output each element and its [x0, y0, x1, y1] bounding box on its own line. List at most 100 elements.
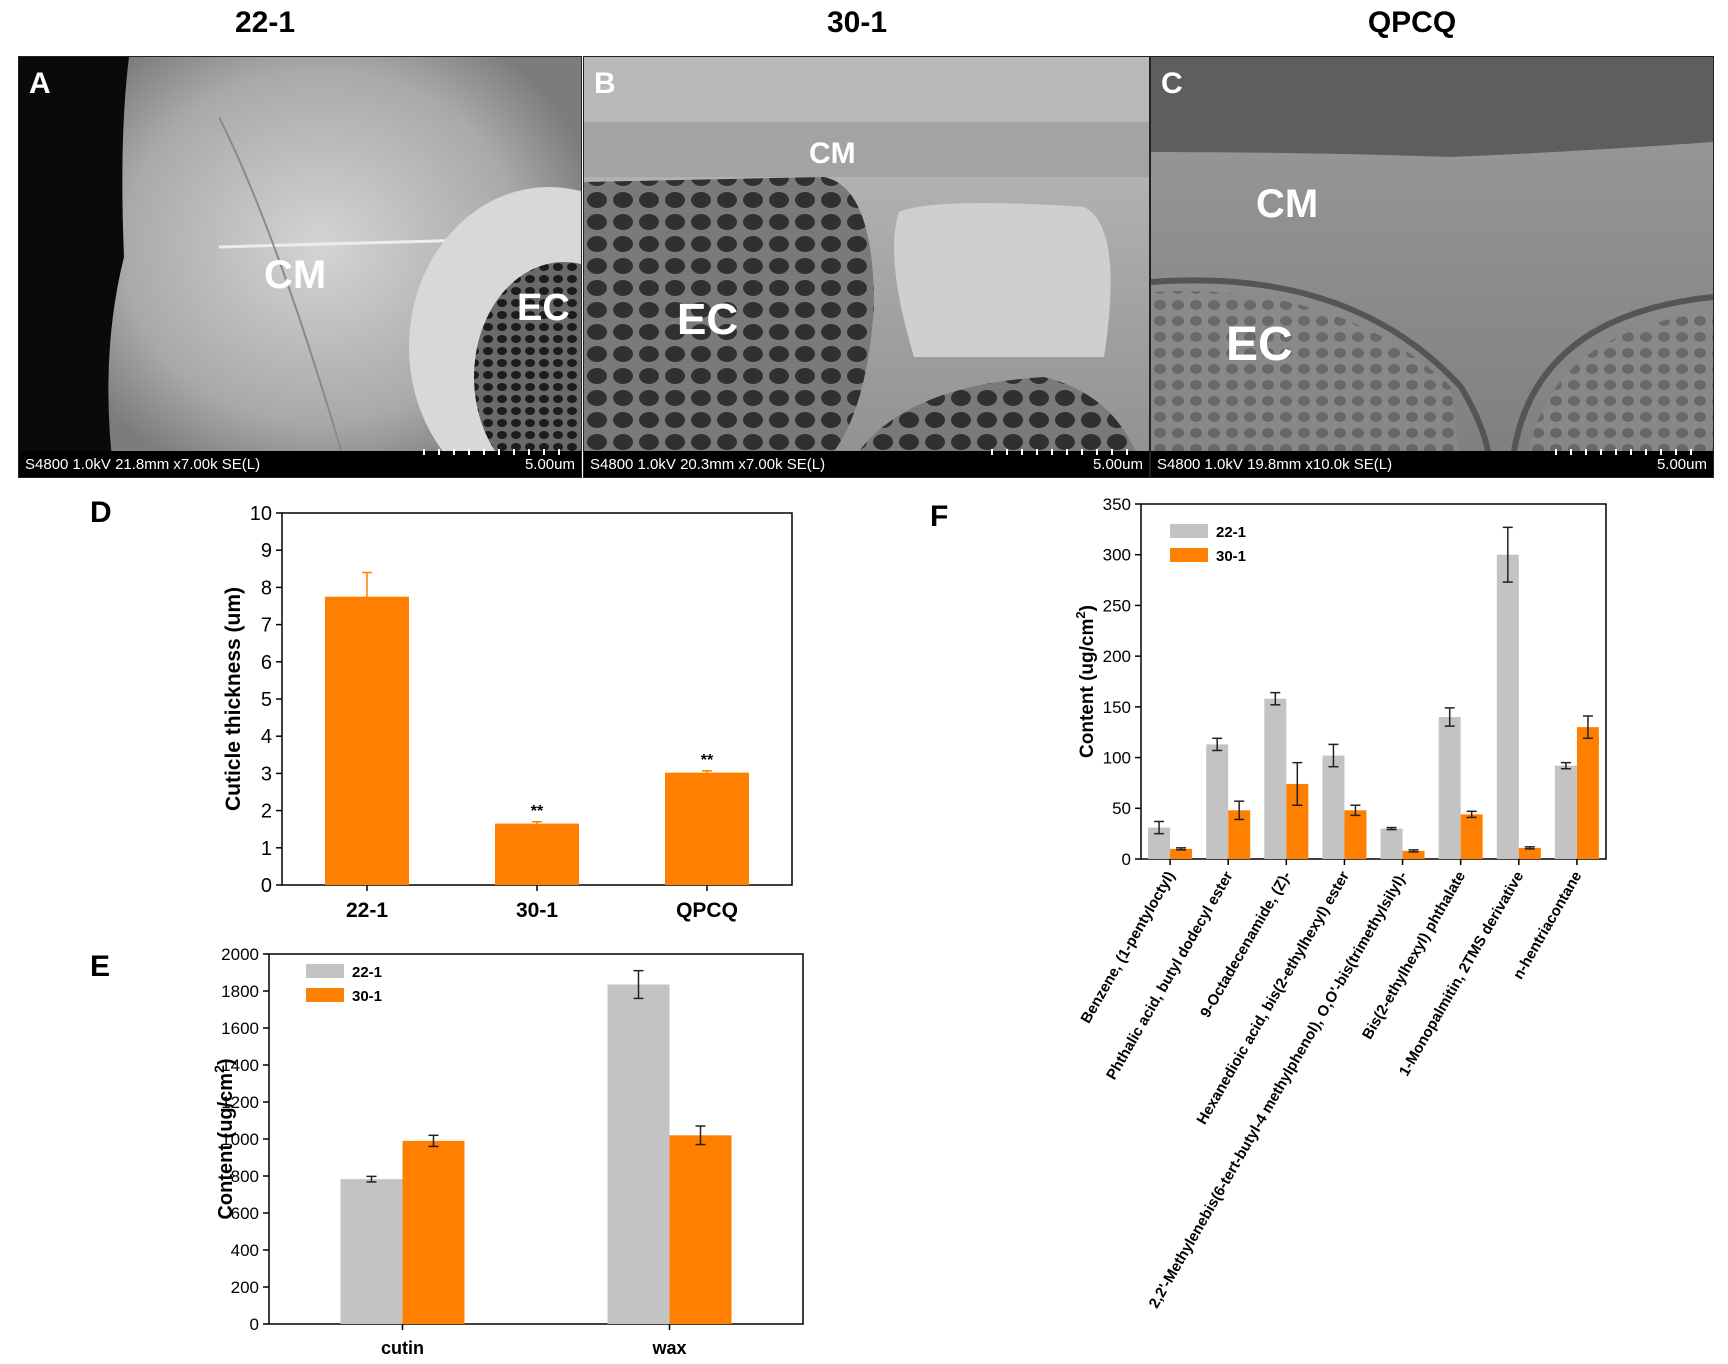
- chart-e-bar-30-1: [669, 1135, 732, 1324]
- chart-e-legend-swatch: [306, 964, 344, 978]
- chart-e-legend-label: 30-1: [352, 988, 382, 1005]
- chart-f-xtick-label: Bis(2-ethylhexyl) phthalate: [1359, 869, 1469, 1043]
- chart-d-ylabel: Cuticle thickness (um): [222, 587, 245, 811]
- panel-letter-d: D: [90, 496, 112, 529]
- sem-info-bar-c: S4800 1.0kV 19.8mm x10.0k SE(L) 5.00um: [1151, 449, 1713, 477]
- chart-f-xtick-label: 1-Monopalmitin, 2TMS derivative: [1396, 869, 1527, 1080]
- scale-bar-label-b: 5.00um: [1092, 456, 1143, 473]
- sem-info-bar-a: S4800 1.0kV 21.8mm x7.00k SE(L) 5.00um: [19, 449, 581, 477]
- chart-f-ytick-label: 350: [1103, 495, 1131, 514]
- chart-e-cutin-wax-content: 0 200 400 600 800 1000 1200 1400 1600 1800 2000 cut…: [211, 945, 804, 1358]
- chart-f-bar-30-1: [1228, 810, 1251, 859]
- chart-f-ylabel: Content (ug/cm2): [1073, 605, 1098, 758]
- chart-e-xtick-label: wax: [651, 1338, 686, 1358]
- chart-e-ytick-label: 600: [231, 1204, 259, 1223]
- chart-e-ytick-label: 0: [250, 1315, 259, 1334]
- chart-f-bar-30-1: [1460, 814, 1483, 859]
- sem-meta-c: S4800 1.0kV 19.8mm x10.0k SE(L): [1157, 456, 1393, 473]
- chart-d-bar: [325, 596, 409, 885]
- chart-e-ytick-label: 400: [231, 1241, 259, 1260]
- chart-d-xtick-label: 22-1: [346, 899, 388, 922]
- chart-f-ytick-label: 50: [1112, 799, 1131, 818]
- chart-f-ytick-label: 250: [1103, 596, 1131, 615]
- label-cm-c: CM: [1256, 182, 1319, 226]
- chart-d-ytick-label: 8: [261, 577, 272, 599]
- chart-f-bar-30-1: [1344, 810, 1367, 859]
- panel-letter-e: E: [90, 950, 111, 983]
- chart-d-bar: [665, 772, 749, 885]
- chart-f-ytick-label: 100: [1103, 749, 1131, 768]
- chart-f-bar-22-1: [1438, 717, 1461, 859]
- chart-d-bar: [495, 823, 579, 885]
- chart-e-ytick-label: 1800: [221, 982, 259, 1001]
- scale-ticks-b: [991, 449, 1141, 455]
- chart-f-ytick-label: 300: [1103, 546, 1131, 565]
- scale-ticks-a: [423, 449, 573, 455]
- chart-d-xtick-label: 30-1: [516, 899, 558, 922]
- chart-e-bar-22-1: [340, 1179, 403, 1324]
- chart-f-legend-label: 30-1: [1216, 548, 1246, 565]
- chart-d-ytick-label: 4: [261, 726, 272, 748]
- label-ec-b: EC: [677, 295, 739, 344]
- chart-e-ytick-label: 1400: [221, 1056, 259, 1075]
- chart-e-ytick-label: 1200: [221, 1093, 259, 1112]
- chart-f-ytick-label: 0: [1122, 850, 1131, 869]
- scale-ticks-c: [1555, 449, 1705, 455]
- chart-f-bar-30-1: [1576, 727, 1599, 859]
- chart-d-ytick-label: 9: [261, 540, 272, 562]
- chart-d-ytick-label: 2: [261, 801, 272, 823]
- chart-f-bar-30-1: [1286, 783, 1309, 859]
- sem-texture-c: [1151, 57, 1713, 477]
- chart-f-legend-swatch: [1170, 524, 1208, 538]
- chart-f-bar-30-1: [1518, 847, 1541, 859]
- sem-image-c: C CM EC S4800 1.0kV 19.8mm x10.0k SE(L) …: [1150, 56, 1714, 478]
- chart-d-ytick-label: 6: [261, 652, 272, 674]
- chart-f-ytick-label: 200: [1103, 647, 1131, 666]
- chart-f-xtick-label: Phthalic acid, butyl dodecyl ester: [1103, 868, 1237, 1082]
- chart-e-ytick-label: 800: [231, 1167, 259, 1186]
- chart-e-ytick-label: 1600: [221, 1019, 259, 1038]
- chart-f-bar-22-1: [1380, 828, 1403, 859]
- chart-e-bar-30-1: [402, 1140, 465, 1324]
- chart-f-bar-30-1: [1170, 848, 1193, 859]
- chart-d-xtick-label: QPCQ: [676, 899, 738, 922]
- chart-d-significance-label: **: [701, 752, 714, 769]
- sem-info-bar-b: S4800 1.0kV 20.3mm x7.00k SE(L) 5.00um: [584, 449, 1149, 477]
- label-ec-c: EC: [1226, 318, 1293, 371]
- column-title-qpcq: QPCQ: [1367, 6, 1457, 39]
- chart-e-legend-label: 22-1: [352, 964, 382, 981]
- panel-letter-a: A: [29, 67, 51, 100]
- chart-e-ylabel: Content (ug/cm2): [211, 1058, 237, 1219]
- chart-e-bar-22-1: [607, 984, 670, 1324]
- chart-d-ytick-label: 3: [261, 763, 272, 785]
- chart-f-bar-22-1: [1322, 755, 1345, 859]
- chart-e-legend-swatch: [306, 988, 344, 1002]
- sem-texture-b: [584, 57, 1149, 477]
- panel-letter-f: F: [930, 500, 949, 533]
- chart-f-frame: [1140, 503, 1607, 860]
- chart-e-ytick-label: 200: [231, 1278, 259, 1297]
- sem-image-b: B CM EC S4800 1.0kV 20.3mm x7.00k SE(L) …: [583, 56, 1150, 478]
- chart-f-bar-30-1: [1402, 850, 1425, 859]
- label-cm-a: CM: [264, 253, 327, 297]
- chart-e-ytick-label: 1000: [221, 1130, 259, 1149]
- chart-d-ytick-label: 0: [261, 875, 272, 897]
- chart-f-bar-22-1: [1496, 554, 1519, 859]
- label-cm-b: CM: [809, 137, 856, 170]
- chart-d-cuticle-thickness: 0 1 2 3 4 5 6 7 8 9 10 22-1 30-1 ** QPCQ ** Cuticle thic…: [222, 503, 793, 922]
- sem-image-a: A CM EC S4800 1.0kV 21.8mm x7.00k SE(L) …: [18, 56, 582, 478]
- chart-e-xtick-label: cutin: [381, 1338, 424, 1358]
- chart-f-legend-swatch: [1170, 548, 1208, 562]
- sem-texture-a: [19, 57, 581, 477]
- chart-d-significance-label: **: [531, 803, 544, 820]
- chart-f-bar-22-1: [1554, 765, 1577, 859]
- column-title-30-1: 30-1: [826, 6, 888, 39]
- chart-d-ytick-label: 7: [261, 615, 272, 637]
- chart-f-bar-22-1: [1206, 744, 1229, 859]
- scale-bar-label-a: 5.00um: [524, 456, 575, 473]
- chart-d-ytick-label: 1: [261, 838, 272, 860]
- scale-bar-label-c: 5.00um: [1656, 456, 1707, 473]
- sem-meta-a: S4800 1.0kV 21.8mm x7.00k SE(L): [25, 456, 261, 473]
- chart-e-ytick-label: 2000: [221, 945, 259, 964]
